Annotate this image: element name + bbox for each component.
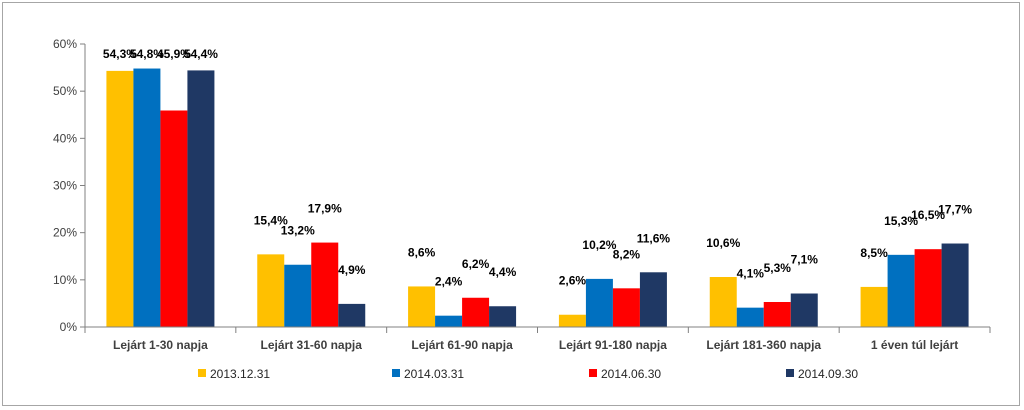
x-category-label: Lejárt 1-30 napja (113, 338, 208, 352)
bar (585, 278, 613, 327)
bar (311, 242, 339, 327)
legend-label: 2014.06.30 (601, 367, 661, 381)
bar (435, 315, 463, 327)
data-label: 2,4% (435, 275, 463, 289)
bar (489, 306, 517, 327)
bar (763, 302, 791, 327)
bar (462, 297, 490, 327)
data-label: 10,2% (582, 238, 616, 252)
data-label: 8,5% (860, 246, 888, 260)
data-label: 54,4% (184, 47, 218, 61)
data-label: 13,2% (281, 224, 315, 238)
data-label: 15,4% (254, 213, 288, 227)
x-category-label: Lejárt 91-180 napja (559, 338, 667, 352)
data-label: 4,4% (489, 265, 517, 279)
bar (736, 307, 764, 327)
legend-label: 2013.12.31 (210, 367, 270, 381)
x-category-label: 1 éven túl lejárt (871, 338, 958, 352)
legend-swatch (786, 369, 794, 377)
data-label: 54,8% (130, 47, 164, 61)
data-label: 10,6% (706, 236, 740, 250)
bar (408, 286, 436, 327)
data-label: 17,7% (938, 203, 972, 217)
x-category-label: Lejárt 31-60 napja (261, 338, 363, 352)
bar (914, 249, 942, 327)
bar (639, 272, 667, 327)
bar (709, 277, 737, 327)
legend-swatch (198, 369, 206, 377)
y-tick-label: 60% (53, 37, 77, 51)
y-tick-label: 20% (53, 226, 77, 240)
x-category-label: Lejárt 181-360 napja (706, 338, 821, 352)
data-label: 8,2% (613, 247, 641, 261)
data-label: 8,6% (408, 245, 436, 259)
y-tick-label: 50% (53, 84, 77, 98)
bar (790, 293, 818, 327)
legend-label: 2014.03.31 (404, 367, 464, 381)
data-label: 15,3% (884, 214, 918, 228)
bar (558, 314, 586, 327)
legend-label: 2014.09.30 (798, 367, 858, 381)
bar (612, 288, 640, 327)
data-label: 7,1% (791, 253, 819, 267)
bar (133, 68, 161, 327)
legend-swatch (589, 369, 597, 377)
x-category-label: Lejárt 61-90 napja (411, 338, 513, 352)
data-label: 5,3% (764, 261, 792, 275)
data-label: 16,5% (911, 208, 945, 222)
bar (160, 110, 188, 327)
bar (860, 286, 888, 327)
y-tick-label: 40% (53, 131, 77, 145)
legend-swatch (392, 369, 400, 377)
bar (338, 303, 366, 327)
y-tick-label: 0% (60, 320, 78, 334)
data-label: 2,6% (559, 274, 587, 288)
bar (887, 254, 915, 327)
bar (106, 70, 134, 327)
bar (284, 264, 312, 327)
data-label: 45,9% (157, 47, 191, 61)
y-tick-label: 10% (53, 273, 77, 287)
y-tick-label: 30% (53, 179, 77, 193)
data-label: 6,2% (462, 257, 490, 271)
data-label: 54,3% (103, 47, 137, 61)
data-label: 4,1% (737, 267, 765, 281)
bar (941, 243, 969, 327)
bar (257, 254, 285, 327)
bar (187, 70, 215, 327)
data-label: 4,9% (338, 263, 366, 277)
data-label: 17,9% (308, 202, 342, 216)
data-label: 11,6% (637, 231, 671, 245)
